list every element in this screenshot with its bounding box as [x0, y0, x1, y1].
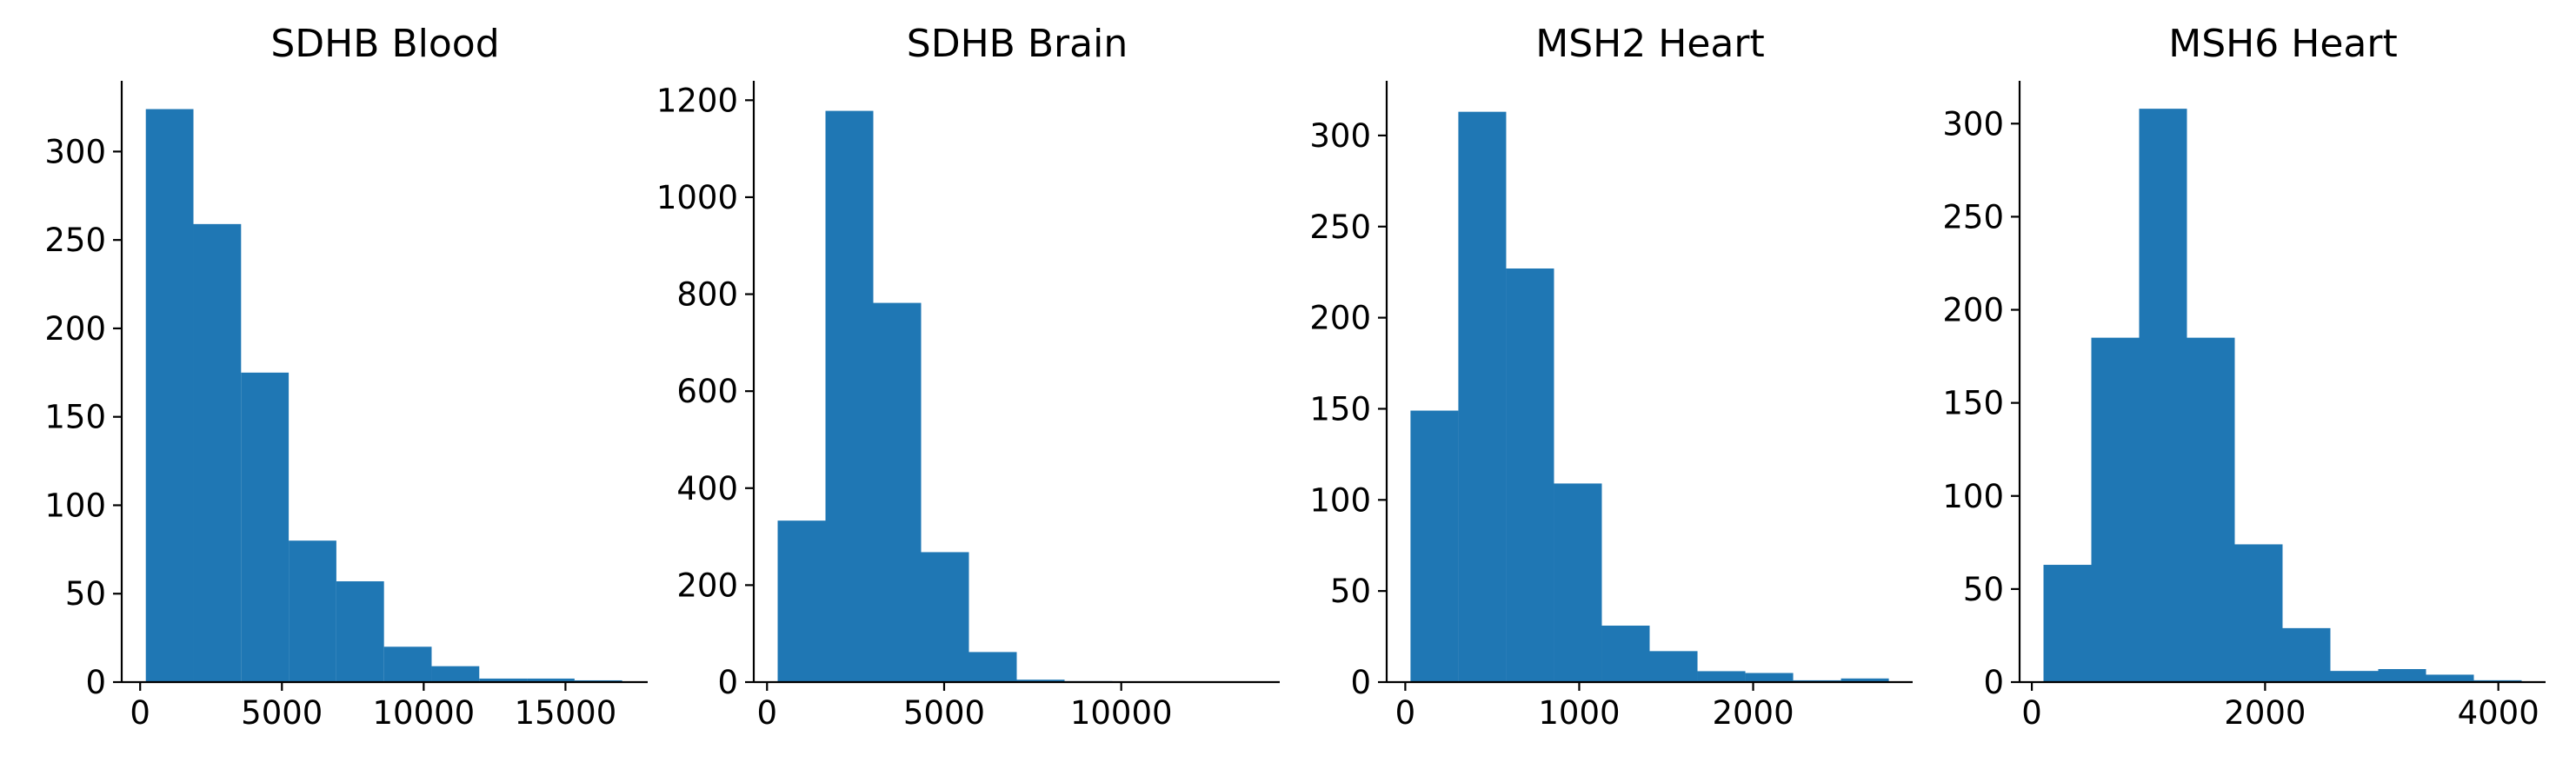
- y-tick-label: 50: [1963, 571, 2004, 608]
- histogram-bar: [2139, 109, 2187, 682]
- subplot-sdhb-brain: SDHB Brain 0 200 400 600 800 1000 1200 0 5000 100…: [656, 22, 1280, 732]
- y-tick-label: 300: [1309, 117, 1371, 155]
- y-tick-label: 1000: [656, 179, 738, 216]
- y-tick-label: 0: [85, 664, 106, 701]
- x-tick-label: 5000: [241, 694, 323, 732]
- histogram-bar: [336, 580, 384, 682]
- x-tick-label: 10000: [372, 694, 475, 732]
- y-tick-label: 250: [44, 222, 106, 259]
- x-tick-label: 5000: [903, 694, 985, 732]
- x-tick-label: 2000: [2224, 694, 2306, 732]
- subplot-title: MSH6 Heart: [2168, 22, 2397, 66]
- histogram-bar: [1601, 625, 1650, 682]
- y-tick-label: 100: [1942, 478, 2004, 515]
- histogram-bar: [2426, 674, 2474, 682]
- histogram-bar: [2282, 627, 2331, 682]
- histogram-bar: [241, 372, 290, 682]
- histogram-bar: [479, 678, 528, 682]
- y-tick-label: 300: [44, 133, 106, 170]
- histogram-bar: [193, 223, 242, 682]
- y-tick-label: 1200: [656, 82, 738, 119]
- histogram-bar: [1649, 651, 1698, 682]
- y-tick-label: 600: [676, 373, 738, 410]
- y-tick-label: 100: [1309, 481, 1371, 519]
- histogram-bar: [289, 540, 336, 682]
- x-tick-label: 0: [1395, 694, 1416, 732]
- x-tick-label: 15000: [515, 694, 617, 732]
- histogram-bar: [921, 552, 969, 682]
- y-tick-label: 300: [1942, 105, 2004, 143]
- y-tick-label: 150: [1309, 390, 1371, 428]
- subplot-title: MSH2 Heart: [1535, 22, 1764, 66]
- x-tick-label: 4000: [2458, 694, 2539, 732]
- y-tick-label: 800: [676, 276, 738, 314]
- histogram-bar: [1410, 410, 1459, 682]
- y-tick-label: 100: [44, 487, 106, 524]
- histogram-bar: [2091, 337, 2140, 682]
- x-tick-label: 10000: [1070, 694, 1173, 732]
- histogram-bar: [1840, 678, 1889, 682]
- histogram-bar: [825, 110, 874, 683]
- y-tick-label: 400: [676, 470, 738, 507]
- histogram-bar: [431, 666, 480, 682]
- subplot-msh6-heart: MSH6 Heart 0 50 100 150 200 250 300 0 2000 4000: [1942, 22, 2546, 732]
- x-tick-label: 0: [130, 694, 150, 732]
- histogram-bar: [1506, 268, 1554, 682]
- histogram-bar: [1745, 673, 1794, 682]
- histogram-bar: [2330, 671, 2379, 682]
- subplot-msh2-heart: MSH2 Heart 0 50 100 150 200 250 300 0 1000 2000: [1309, 22, 1913, 732]
- histogram-bar: [873, 302, 922, 682]
- y-tick-label: 200: [1309, 300, 1371, 337]
- y-tick-label: 0: [1350, 664, 1371, 701]
- y-tick-label: 0: [1983, 664, 2004, 701]
- histogram-bar: [1697, 671, 1746, 682]
- y-tick-label: 50: [65, 575, 106, 613]
- histogram-bar: [2234, 544, 2283, 682]
- histogram-bar: [1458, 111, 1507, 682]
- histogram-bar: [383, 646, 432, 682]
- histogram-bar: [2378, 669, 2426, 682]
- histogram-bar: [2043, 565, 2092, 682]
- histogram-bar: [527, 678, 575, 682]
- y-tick-label: 150: [44, 399, 106, 436]
- y-tick-label: 200: [676, 567, 738, 604]
- y-tick-label: 200: [44, 310, 106, 348]
- y-tick-label: 200: [1942, 292, 2004, 329]
- histogram-bar: [968, 652, 1017, 682]
- histogram-bar: [145, 109, 194, 682]
- histogram-bar: [2187, 337, 2235, 682]
- x-tick-label: 0: [2021, 694, 2042, 732]
- subplot-title: SDHB Brain: [907, 22, 1128, 66]
- y-tick-label: 250: [1942, 198, 2004, 235]
- y-tick-label: 0: [717, 664, 738, 701]
- x-tick-label: 1000: [1538, 694, 1620, 732]
- y-tick-label: 50: [1330, 573, 1371, 610]
- subplot-title: SDHB Blood: [270, 22, 499, 66]
- x-tick-label: 2000: [1712, 694, 1794, 732]
- y-tick-label: 150: [1942, 385, 2004, 422]
- histogram-bar: [1554, 483, 1602, 682]
- x-tick-label: 0: [757, 694, 778, 732]
- histogram-bar: [777, 520, 826, 682]
- subplot-sdhb-blood: SDHB Blood 0 50 100 150 200 250 300 0 5000 10000 1…: [44, 22, 648, 732]
- histogram-bar: [1016, 680, 1065, 682]
- y-tick-label: 250: [1309, 209, 1371, 246]
